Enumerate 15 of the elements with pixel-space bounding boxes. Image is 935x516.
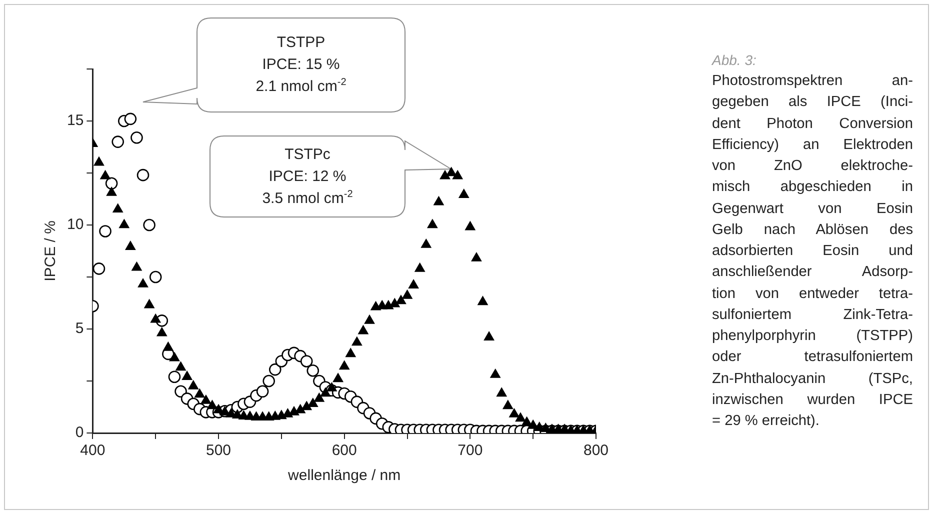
caption: Abb. 3: bbox=[712, 52, 758, 68]
y-tick-label: 15 bbox=[66, 112, 84, 130]
y-axis-title: IPCE / % bbox=[42, 220, 60, 282]
x-tick-label: 700 bbox=[458, 442, 483, 460]
annotation: TSTPP IPCE: 15 % 2.1 nmol cm$^{-2}$ bbox=[254, 33, 348, 97]
x-tick-label: 500 bbox=[206, 442, 232, 460]
y-tick-label: 0 bbox=[75, 424, 84, 442]
y-tick-label: 10 bbox=[66, 216, 84, 234]
x-tick-label: 800 bbox=[583, 442, 609, 460]
x-tick-label: 600 bbox=[332, 442, 357, 460]
annotation: TSTPc IPCE: 12 % 3.5 nmol cm$^{-2}$ bbox=[261, 144, 354, 208]
x-axis-title: wellenlänge / nm bbox=[287, 467, 401, 484]
x-tick-label: 400 bbox=[80, 442, 106, 460]
y-tick-label: 5 bbox=[75, 320, 84, 338]
text: Photostromspektren an- gegeben als IPCE (Inci- dent Photon Conversion Efficiency) an Elektroden von ZnO elektroche- misch abgeschieden in Gegenwart von Eosin Gelb nach Ablösen des adsorbierten Eosin und anschließender Adsorp- tion von entweder tetra- sulfoniertem Zink-Tetra- phenylporphyrin (TSTPP) oder tetrasulfoniertem Zn-Phthalocyanin (TSPc, inzwischen wurden IPCE = 29 % erreicht). bbox=[712, 73, 913, 429]
